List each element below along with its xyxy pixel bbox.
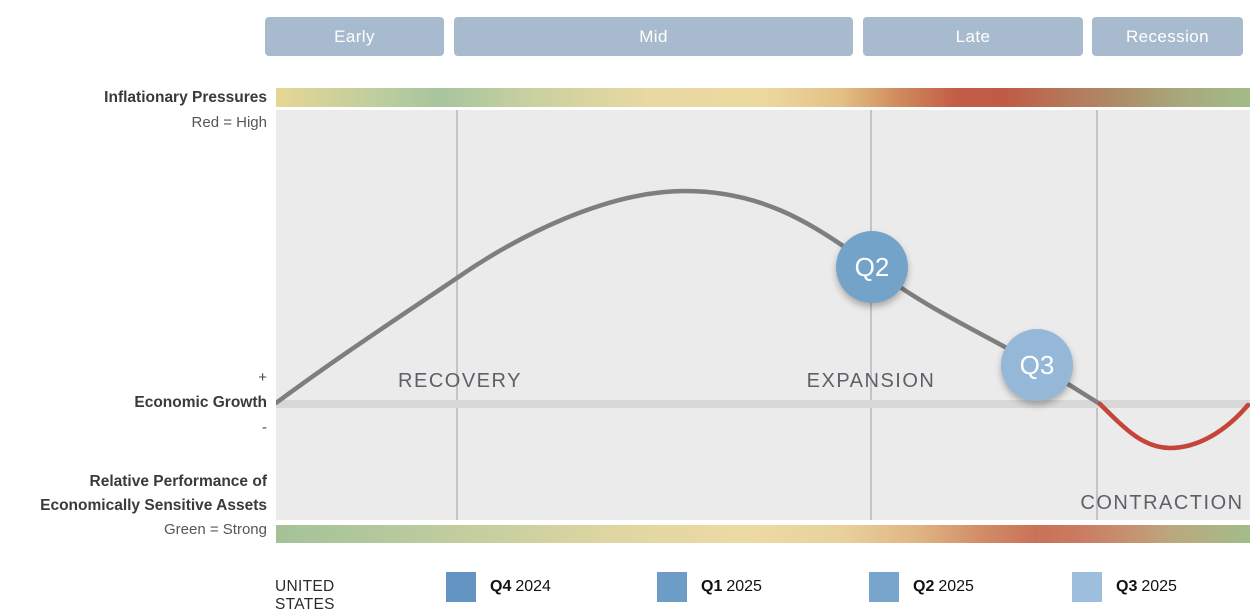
phase-label-early: Early [334,26,375,46]
legend-label-q1-2025: Q1 2025 [701,578,762,596]
legend-year: 2025 [726,578,762,595]
marker-q2-label: Q2 [854,251,890,282]
legend-region-label: UNITED STATES [275,578,335,613]
phase-button-late[interactable]: Late [863,17,1083,56]
phase-label-late: Late [955,26,991,46]
phase-button-recession[interactable]: Recession [1092,17,1243,56]
plot-area: RECOVERY EXPANSION CONTRACTION Q2 Q3 [276,110,1250,520]
phase-button-early[interactable]: Early [265,17,444,56]
phase-button-mid[interactable]: Mid [454,17,853,56]
marker-q3-label: Q3 [1019,349,1055,380]
recession-curve [1097,401,1250,451]
recovery-stage-label: RECOVERY [398,370,522,392]
legend-quarter: Q3 [1116,578,1138,595]
marker-q3-2025[interactable]: Q3 [1001,329,1073,401]
legend-quarter: Q4 [490,578,512,595]
legend-swatch-q4-2024 [446,572,476,602]
legend-label-q2-2025: Q2 2025 [913,578,974,596]
legend-year: 2024 [515,578,551,595]
legend-year: 2025 [938,578,974,595]
gridline-mid-late [870,110,872,520]
economic-growth-baseline [276,400,1250,408]
legend-swatch-q1-2025 [657,572,687,602]
relative-performance-label-line2: Economically Sensitive Assets [40,497,267,514]
legend-year: 2025 [1141,578,1177,595]
red-high-label: Red = High [191,114,267,131]
plus-sign-label: + [258,369,267,386]
legend-entry-q2-2025[interactable]: Q2 2025 [869,572,974,602]
legend-label-q3-2025: Q3 2025 [1116,578,1177,596]
legend-entry-q3-2025[interactable]: Q3 2025 [1072,572,1177,602]
legend-swatch-q2-2025 [869,572,899,602]
minus-sign-label: - [262,419,267,436]
phase-label-recession: Recession [1126,26,1209,46]
gridline-late-recession [1096,110,1098,520]
marker-q2-2025[interactable]: Q2 [836,231,908,303]
economic-growth-label: Economic Growth [134,394,267,411]
legend-quarter: Q1 [701,578,723,595]
relative-performance-gradient-bar [276,525,1250,543]
relative-performance-label-line1: Relative Performance of [89,473,267,490]
legend-entry-q4-2024[interactable]: Q4 2024 [446,572,551,602]
cycle-curves-svg [276,188,1250,451]
inflationary-pressure-gradient-bar [276,88,1250,107]
expansion-stage-label: EXPANSION [806,370,936,392]
legend-entry-q1-2025[interactable]: Q1 2025 [657,572,762,602]
inflationary-pressures-label: Inflationary Pressures [104,89,267,106]
legend-label-q4-2024: Q4 2024 [490,578,551,596]
legend-swatch-q3-2025 [1072,572,1102,602]
contraction-stage-label: CONTRACTION [1080,492,1244,514]
phase-label-mid: Mid [639,26,668,46]
gridline-early-mid [456,110,458,520]
legend-quarter: Q2 [913,578,935,595]
green-strong-label: Green = Strong [164,521,267,538]
